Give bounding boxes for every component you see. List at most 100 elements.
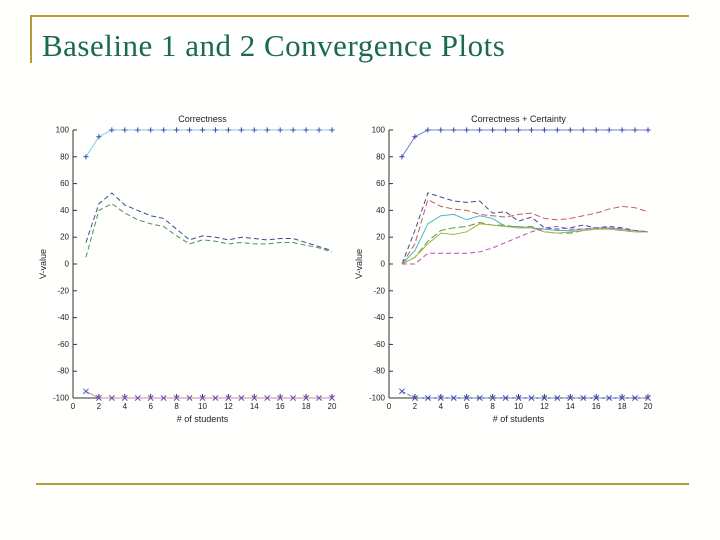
- ytick-label: 20: [60, 233, 69, 242]
- top-rule: [30, 15, 689, 17]
- x-marker: [645, 395, 651, 401]
- series-red-line: [401, 198, 649, 265]
- x-marker: [606, 395, 613, 401]
- ytick-label: 40: [376, 206, 385, 215]
- ytick-label: 80: [376, 152, 385, 161]
- xtick-label: 18: [618, 402, 627, 411]
- series-green-line: [85, 203, 333, 258]
- plus-marker: [199, 127, 206, 133]
- ytick-label: 0: [65, 260, 70, 269]
- x-marker: [290, 395, 297, 401]
- x-marker: [411, 395, 418, 401]
- x-marker: [580, 395, 587, 401]
- correctness-chart: Correctness -100 -80 -60 -40 -20 0 20 40 60 80 100 0…: [38, 114, 337, 424]
- plots-area: Correctness -100 -80 -60 -40 -20 0 20 40 60 80 100 0…: [0, 106, 720, 446]
- xtick-label: 16: [592, 402, 601, 411]
- series-lower-bound-line: [82, 388, 335, 401]
- ytick-label: 100: [56, 126, 70, 135]
- plus-marker: [96, 134, 102, 140]
- plus-marker: [645, 127, 651, 133]
- x-marker: [502, 395, 509, 401]
- xtick-label: 4: [123, 402, 128, 411]
- ytick-label: 60: [376, 179, 385, 188]
- plus-marker: [412, 134, 418, 140]
- ytick-label: -80: [57, 367, 69, 376]
- xtick-label: 12: [540, 402, 549, 411]
- plus-marker: [212, 127, 219, 133]
- ytick-label: -100: [53, 394, 70, 403]
- x-marker: [424, 395, 431, 401]
- xtick-label: 14: [250, 402, 259, 411]
- x-marker: [147, 395, 154, 401]
- xtick-label: 6: [148, 402, 153, 411]
- series-upper-bound-line: [399, 127, 651, 160]
- plus-marker: [83, 154, 89, 160]
- x-marker: [329, 395, 335, 401]
- ytick-label: -40: [57, 313, 69, 322]
- plus-marker: [451, 127, 457, 133]
- x-marker: [593, 395, 600, 401]
- ytick-label: -40: [373, 313, 385, 322]
- series-green-line: [401, 221, 648, 265]
- plus-marker: [502, 127, 509, 133]
- plus-marker: [161, 127, 167, 133]
- plus-marker: [135, 127, 141, 133]
- ytick-label: -100: [369, 394, 386, 403]
- x-marker: [554, 395, 561, 401]
- plus-marker: [593, 127, 599, 133]
- tick-labels: -100 -80 -60 -40 -20 0 20 40 60 80 100 0 2 4 6 8 10 12 14 1…: [369, 126, 653, 412]
- x-marker: [264, 395, 271, 401]
- plus-marker: [174, 127, 180, 133]
- series-navy-line: [85, 192, 333, 252]
- ytick-label: 80: [60, 152, 69, 161]
- x-marker: [619, 395, 626, 401]
- x-marker: [567, 395, 574, 401]
- ytick-label: -20: [373, 286, 385, 295]
- x-marker: [476, 395, 483, 401]
- x-marker: [515, 395, 522, 401]
- x-marker: [437, 395, 444, 401]
- tick-labels: -100 -80 -60 -40 -20 0 20 40 60 80 100 0 2 4 6 8 10 12 14 1…: [53, 126, 337, 412]
- x-marker: [108, 395, 115, 401]
- x-marker: [316, 395, 323, 401]
- xtick-label: 20: [644, 402, 653, 411]
- plot-title: Correctness: [178, 114, 227, 124]
- ytick-label: -20: [57, 286, 69, 295]
- x-marker: [121, 395, 128, 401]
- plus-marker: [290, 127, 296, 133]
- x-marker: [82, 388, 89, 395]
- series-magenta-line: [401, 225, 649, 265]
- xtick-label: 2: [97, 402, 102, 411]
- plus-marker: [619, 127, 625, 133]
- plus-marker: [277, 127, 283, 133]
- plus-marker: [186, 127, 193, 133]
- xtick-label: 12: [224, 402, 233, 411]
- series-cyan-line: [401, 213, 649, 265]
- xtick-label: 0: [387, 402, 392, 411]
- x-marker: [463, 395, 470, 401]
- axes: [388, 129, 649, 399]
- xtick-label: 10: [514, 402, 523, 411]
- xtick-label: 0: [71, 402, 76, 411]
- plus-marker: [580, 127, 586, 133]
- xtick-label: 14: [566, 402, 575, 411]
- y-axis-label: V-value: [354, 249, 364, 279]
- x-marker: [134, 395, 141, 401]
- axes: [72, 129, 333, 399]
- x-marker: [277, 395, 284, 401]
- x-marker: [160, 395, 167, 401]
- xtick-label: 20: [328, 402, 337, 411]
- plus-marker: [251, 127, 257, 133]
- plus-marker: [303, 127, 309, 133]
- plus-marker: [477, 127, 483, 133]
- ytick-label: 0: [381, 260, 386, 269]
- x-marker: [303, 395, 310, 401]
- xtick-label: 18: [302, 402, 311, 411]
- plus-marker: [632, 127, 638, 133]
- x-marker: [199, 395, 206, 401]
- xtick-label: 6: [464, 402, 469, 411]
- plus-marker: [515, 127, 522, 133]
- x-marker: [186, 395, 193, 401]
- plus-marker: [490, 127, 496, 133]
- x-marker: [212, 395, 219, 401]
